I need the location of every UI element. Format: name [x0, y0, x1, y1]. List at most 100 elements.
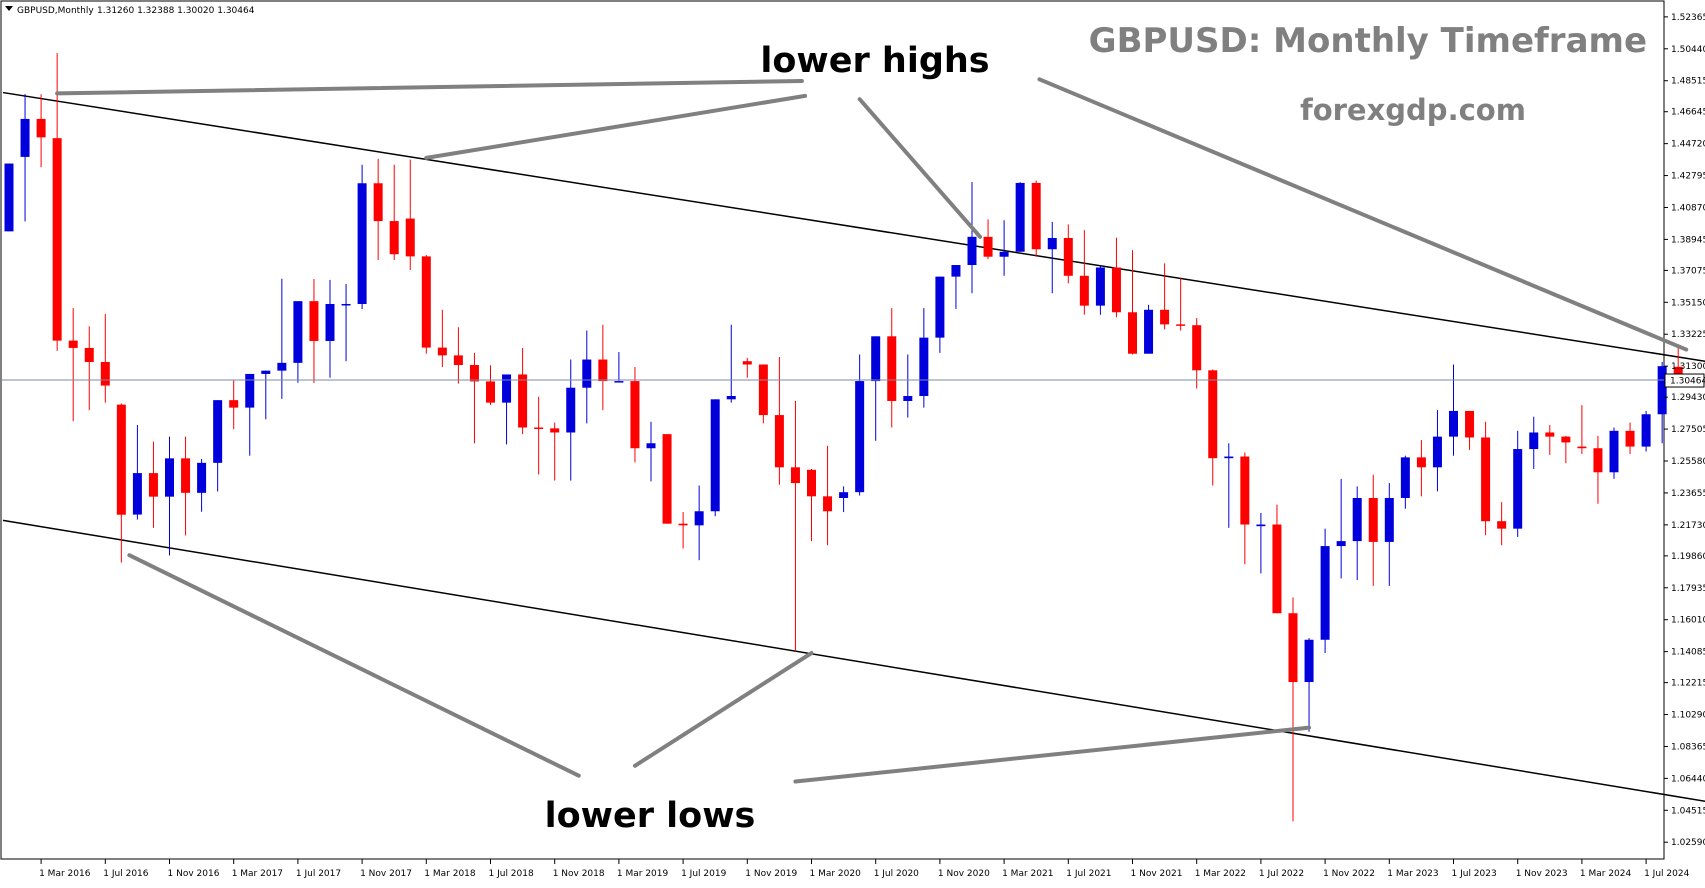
candle [775, 357, 784, 485]
y-tick-label: 1.35150 [1671, 298, 1705, 308]
pointer-line [57, 81, 802, 93]
x-tick-label: 1 Mar 2021 [1002, 869, 1053, 879]
candle-body [1401, 457, 1410, 498]
candle-body [1032, 183, 1041, 249]
candle-body [1048, 238, 1057, 249]
x-tick-label: 1 Mar 2022 [1195, 869, 1246, 879]
x-tick-label: 1 Nov 2020 [938, 869, 990, 879]
candle-body [486, 381, 495, 402]
candle-body [1337, 541, 1346, 546]
candle [935, 277, 944, 353]
x-tick-label: 1 Nov 2022 [1323, 869, 1375, 879]
candle [1064, 224, 1073, 283]
candle-body [984, 237, 993, 257]
candle-body [101, 362, 110, 386]
y-tick-label: 1.23655 [1671, 489, 1705, 499]
y-tick-label: 1.02590 [1671, 838, 1705, 848]
pointer-line [129, 555, 578, 776]
x-tick-label: 1 Mar 2016 [39, 869, 91, 879]
candle [326, 280, 335, 378]
candle-body [1593, 448, 1602, 472]
candle [1353, 486, 1362, 580]
candle-body [1417, 457, 1426, 467]
candle [1385, 483, 1394, 586]
candle [1240, 452, 1249, 564]
candle-body [630, 381, 639, 448]
x-tick-label: 1 Jul 2024 [1644, 869, 1689, 879]
candle [5, 164, 14, 232]
candle [181, 437, 190, 536]
candle [133, 425, 142, 520]
current-price-value: 1.30464 [1670, 377, 1705, 387]
candle-body [326, 304, 335, 341]
candle-body [598, 360, 607, 382]
candle [213, 400, 222, 491]
candle [1305, 638, 1314, 732]
candle [887, 308, 896, 427]
candle [534, 397, 543, 475]
candle [1626, 423, 1635, 455]
candle [1561, 436, 1570, 463]
candle-body [1000, 252, 1009, 257]
candle [1449, 365, 1458, 456]
symbol-label: GBPUSD,Monthly [17, 6, 94, 16]
candle-body [406, 219, 415, 257]
candle [1032, 180, 1041, 256]
time-axis[interactable]: 1 Mar 2016 1 Jul 2016 1 Nov 2016 1 Mar 2017… [39, 859, 1689, 879]
candle [647, 422, 656, 482]
candle [229, 380, 238, 429]
candle-body [422, 256, 431, 347]
y-tick-label: 1.27505 [1671, 425, 1705, 435]
lower-support-line [3, 520, 1705, 806]
candle-body [807, 470, 816, 497]
candle [438, 310, 447, 367]
y-tick-label: 1.06440 [1671, 774, 1705, 784]
y-tick-label: 1.19860 [1671, 552, 1705, 562]
candle-body [935, 277, 944, 338]
candle-body [1112, 268, 1121, 313]
chart-frame [1, 1, 1664, 859]
y-tick-label: 1.50440 [1671, 45, 1705, 55]
y-tick-label: 1.29430 [1671, 393, 1705, 403]
candle-body [1144, 310, 1153, 354]
x-tick-label: 1 Jul 2022 [1259, 869, 1304, 879]
x-tick-label: 1 Mar 2024 [1580, 869, 1632, 879]
candle-body [181, 458, 190, 492]
y-tick-label: 1.12215 [1671, 679, 1705, 689]
candle-body [53, 138, 62, 340]
y-tick-label: 1.14085 [1671, 648, 1705, 658]
candle [743, 358, 752, 378]
candle-body [887, 336, 896, 401]
candle [85, 326, 94, 410]
candle [759, 365, 768, 424]
candle-body [5, 164, 14, 232]
candle [1272, 505, 1281, 614]
candle [839, 486, 848, 512]
chart-title: GBPUSD: Monthly Timeframe [1089, 21, 1647, 61]
candle [1610, 428, 1619, 479]
candle [1465, 411, 1474, 450]
candle [1433, 410, 1442, 491]
candle-body [1433, 437, 1442, 468]
candle [486, 365, 495, 405]
candle [1642, 411, 1651, 452]
candle-body [1561, 437, 1570, 443]
annotation-lower-highs: lower highs [760, 41, 989, 81]
price-axis[interactable]: 1.52365 1.50440 1.48515 1.46645 1.44720 1.427… [1664, 13, 1705, 848]
candle-body [1208, 370, 1217, 458]
candle-body [438, 348, 447, 356]
candle-body [1240, 457, 1249, 525]
candle [390, 165, 399, 260]
candle [1593, 436, 1602, 504]
candle [374, 159, 383, 260]
candle-body [695, 511, 704, 525]
candle [37, 94, 46, 167]
candle [1497, 502, 1506, 545]
candle [1321, 529, 1330, 653]
candle-body [1369, 498, 1378, 542]
y-tick-label: 1.37075 [1671, 266, 1705, 276]
candle [1144, 305, 1153, 354]
candle-body [823, 496, 832, 511]
candle-body [1305, 640, 1314, 682]
